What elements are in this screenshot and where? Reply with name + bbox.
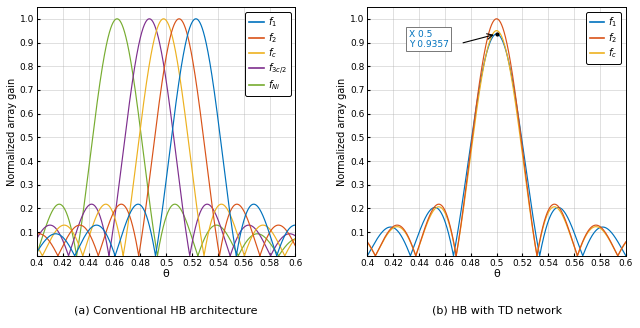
Legend: $f_1$, $f_2$, $f_c$: $f_1$, $f_2$, $f_c$ [586,12,621,64]
Y-axis label: Normalized array gain: Normalized array gain [7,77,17,186]
Title: (b) HB with TD network: (b) HB with TD network [431,306,562,316]
Text: X 0.5
Y 0.9357: X 0.5 Y 0.9357 [409,30,449,49]
X-axis label: θ: θ [163,269,170,279]
X-axis label: θ: θ [493,269,500,279]
Legend: $f_1$, $f_2$, $f_c$, $f_{3c/2}$, $f_{Ni}$: $f_1$, $f_2$, $f_c$, $f_{3c/2}$, $f_{Ni}… [245,12,291,96]
Y-axis label: Normalized array gain: Normalized array gain [337,77,348,186]
Title: (a) Conventional HB architecture: (a) Conventional HB architecture [74,306,258,316]
